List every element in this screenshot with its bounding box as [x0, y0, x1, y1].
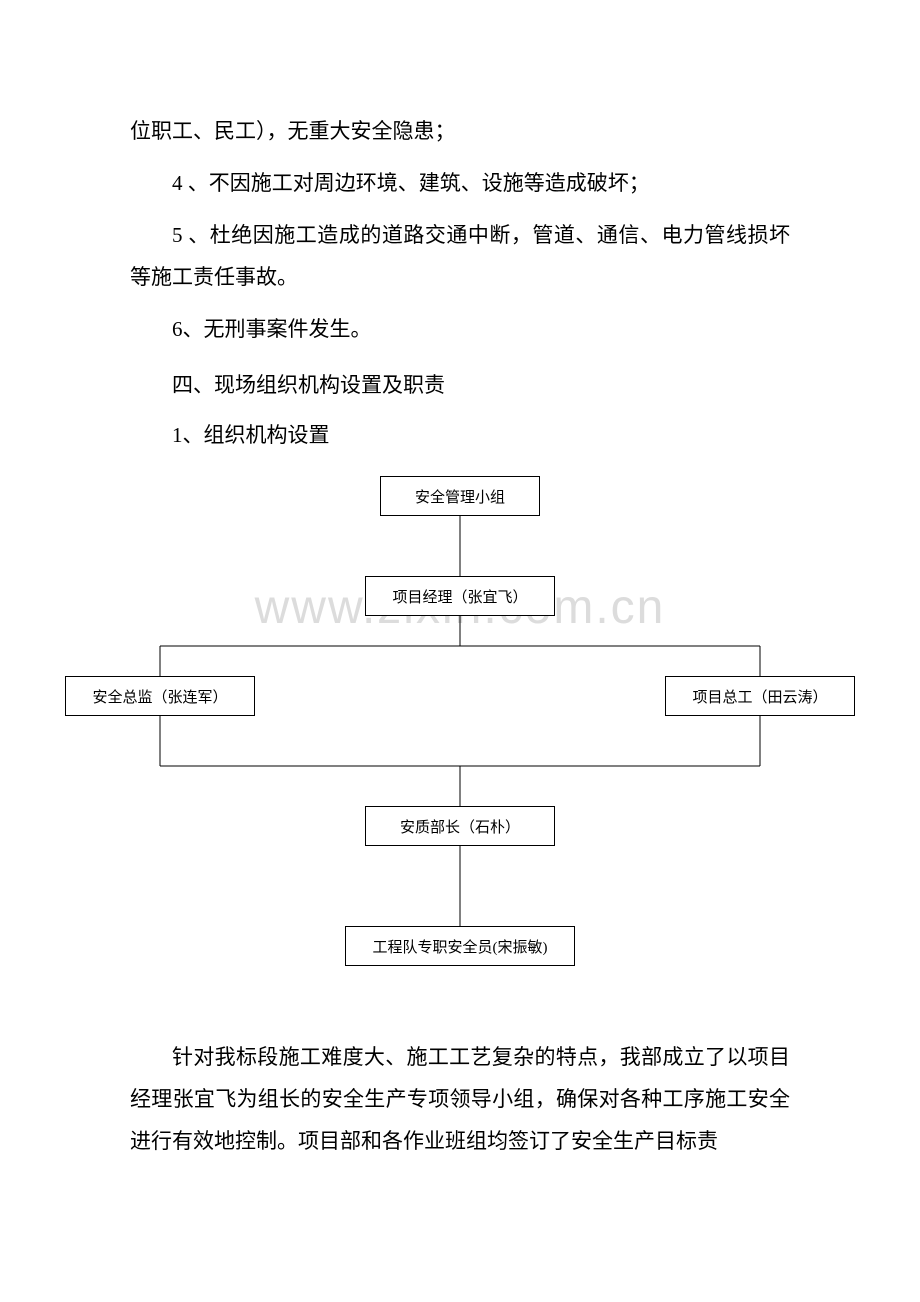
section-4-title: 四、现场组织机构设置及职责	[130, 364, 790, 406]
flow-node-chief-engineer: 项目总工（田云涛）	[665, 676, 855, 716]
org-flowchart: 安全管理小组 项目经理（张宜飞） 安全总监（张连军） 项目总工（田云涛） 安质部…	[130, 476, 790, 1006]
flow-node-safety-director: 安全总监（张连军）	[65, 676, 255, 716]
flow-node-project-manager: 项目经理（张宜飞）	[365, 576, 555, 616]
paragraph-continued: 位职工、民工），无重大安全隐患；	[130, 110, 790, 152]
flow-node-dept-head: 安质部长（石朴）	[365, 806, 555, 846]
paragraph-5: 5 、杜绝因施工造成的道路交通中断，管道、通信、电力管线损坏等施工责任事故。	[130, 214, 790, 298]
flow-node-safety-group: 安全管理小组	[380, 476, 540, 516]
section-4-1: 1、组织机构设置	[130, 414, 790, 456]
document-page: www.zixin.com.cn 位职工、民工），无重大安全隐患； 4 、不因施…	[0, 0, 920, 1302]
paragraph-4: 4 、不因施工对周边环境、建筑、设施等造成破坏；	[130, 162, 790, 204]
paragraph-after-chart: 针对我标段施工难度大、施工工艺复杂的特点，我部成立了以项目经理张宜飞为组长的安全…	[130, 1036, 790, 1162]
flow-node-safety-officer: 工程队专职安全员(宋振敏)	[345, 926, 575, 966]
paragraph-6: 6、无刑事案件发生。	[130, 308, 790, 350]
